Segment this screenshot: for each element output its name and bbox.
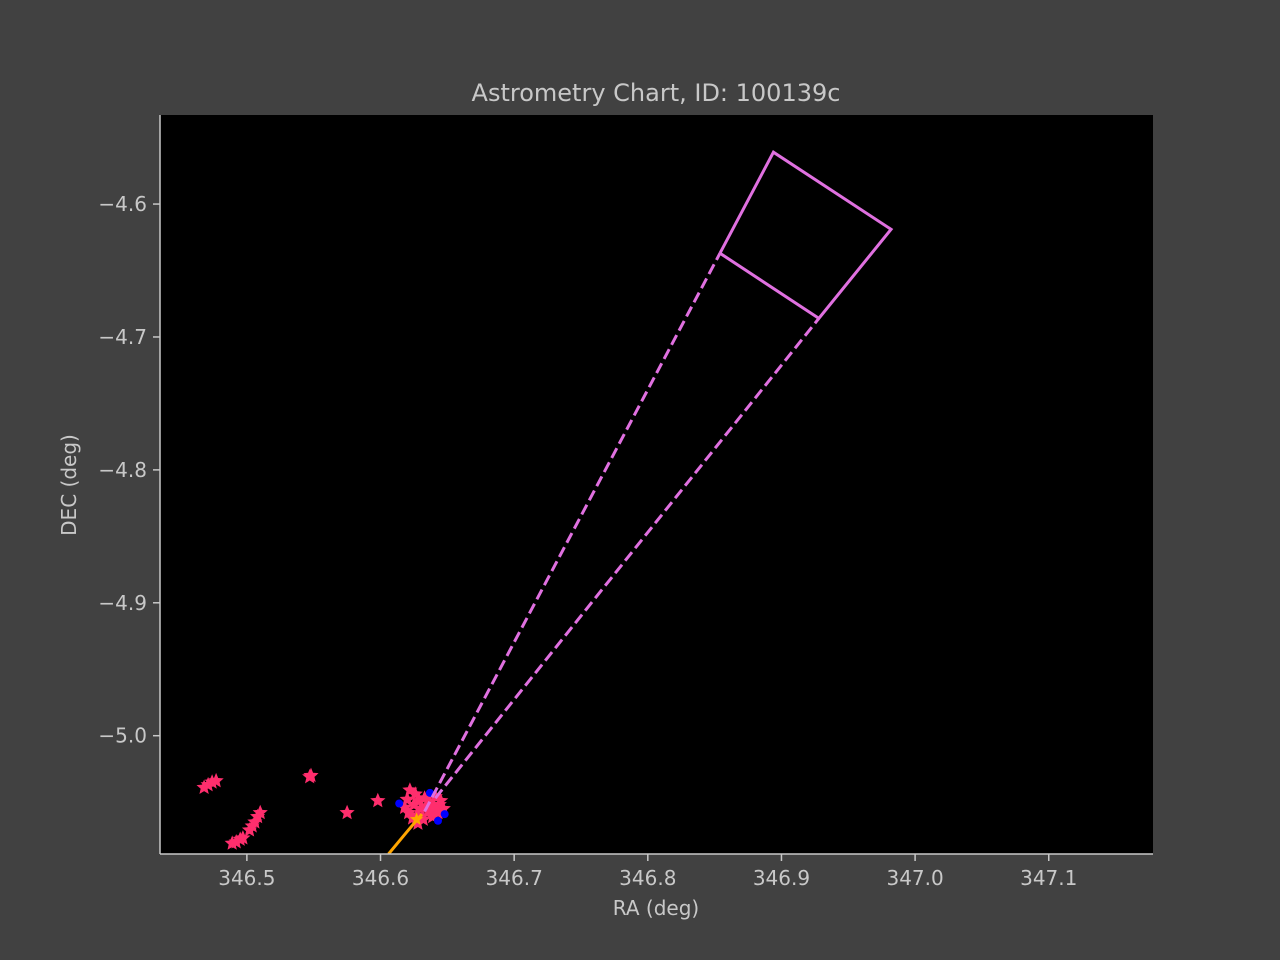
x-axis-ticks: 346.5 346.6 346.7 346.8 346.9 347.0 347.1 (218, 854, 1077, 890)
star-marker-12 (252, 804, 268, 820)
star-marker-16 (370, 792, 386, 808)
star-marker-0 (196, 779, 212, 794)
x-tick-label-0: 346.5 (218, 866, 275, 890)
y-axis-ticks: −4.6 −4.7 −4.8 −4.9 −5.0 (98, 192, 160, 748)
y-tick-label-0: −4.6 (98, 192, 147, 216)
reference-point-0 (395, 799, 404, 808)
x-tick-label-1: 346.6 (352, 866, 409, 890)
star-marker-3 (208, 772, 224, 788)
track-marker-0 (409, 812, 424, 826)
plot-marks (196, 150, 894, 854)
reference-point-1 (433, 816, 442, 825)
field-outline (718, 150, 894, 321)
star-marker-1 (200, 776, 216, 792)
y-axis-title: DEC (deg) (57, 434, 81, 536)
x-tick-label-4: 346.9 (753, 866, 810, 890)
reference-point-2 (440, 810, 449, 819)
field-ray-dashed-1 (434, 317, 821, 800)
x-tick-label-3: 346.8 (619, 866, 676, 890)
x-axis-title: RA (deg) (613, 896, 699, 920)
star-marker-7 (235, 830, 251, 845)
star-marker-14 (303, 767, 319, 783)
star-marker-5 (228, 834, 244, 849)
star-marker-37 (426, 799, 442, 814)
field-ray-dashed-0 (423, 252, 722, 813)
star-marker-15 (339, 804, 355, 820)
x-tick-label-2: 346.7 (486, 866, 543, 890)
y-tick-label-4: −5.0 (98, 724, 147, 748)
x-tick-label-5: 347.0 (886, 866, 943, 890)
x-tick-label-6: 347.1 (1020, 866, 1077, 890)
plot-area (160, 115, 1153, 854)
star-marker-36 (418, 798, 434, 813)
y-tick-label-1: −4.7 (98, 325, 147, 349)
y-tick-label-2: −4.8 (98, 458, 147, 482)
y-tick-label-3: −4.9 (98, 591, 147, 615)
chart-title: Astrometry Chart, ID: 100139c (472, 79, 841, 107)
star-marker-38 (433, 792, 449, 808)
